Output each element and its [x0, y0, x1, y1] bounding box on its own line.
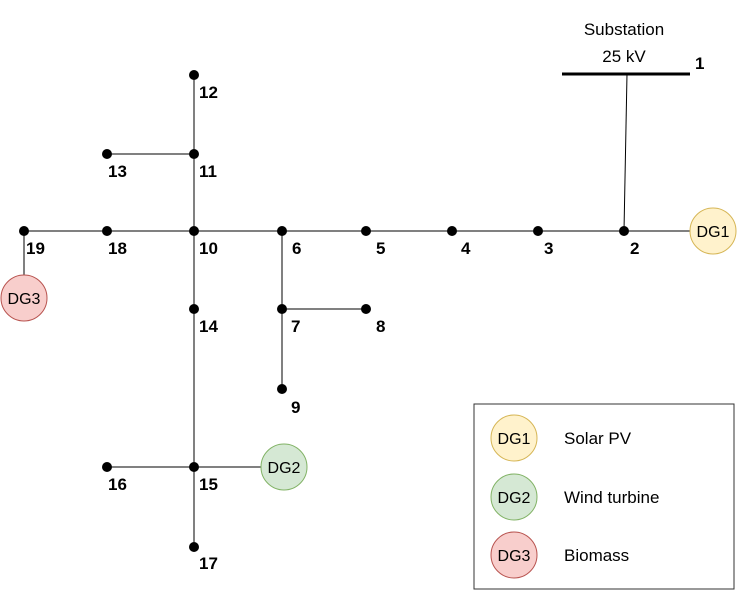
bus-node-4	[447, 226, 457, 236]
bus-label-3: 3	[544, 239, 553, 258]
bus-node-6	[277, 226, 287, 236]
bus-node-11	[189, 149, 199, 159]
dg3-generator: DG3	[0, 274, 48, 322]
bus-label-19: 19	[26, 239, 45, 258]
bus-label-7: 7	[291, 317, 300, 336]
dg2-circle	[260, 443, 308, 491]
legend: DG1 Solar PV DG2 Wind turbine DG3 Biomas…	[473, 403, 735, 590]
bus-node-19	[19, 226, 29, 236]
dg1-generator: DG1	[689, 207, 737, 255]
dg3-label: DG3	[8, 291, 41, 308]
legend-dg3-label: DG3	[498, 548, 531, 565]
bus-node-12	[189, 70, 199, 80]
bus-node-5	[361, 226, 371, 236]
bus-label-9: 9	[291, 398, 300, 417]
bus-label-2: 2	[630, 239, 639, 258]
bus-label-12: 12	[199, 83, 218, 102]
legend-dg3-circle	[490, 531, 538, 579]
bus-node-2	[619, 226, 629, 236]
legend-dg2-label: DG2	[498, 490, 531, 507]
bus-node-18	[102, 226, 112, 236]
legend-dg1-text: Solar PV	[564, 429, 632, 448]
bus-node-17	[189, 542, 199, 552]
bus-label-6: 6	[292, 239, 301, 258]
bus-label-8: 8	[376, 317, 385, 336]
bus-label-18: 18	[108, 239, 127, 258]
legend-dg2-circle	[490, 473, 538, 521]
dg3-circle	[0, 274, 48, 322]
bus-label-14: 14	[199, 317, 218, 336]
bus-label-4: 4	[461, 239, 471, 258]
bus-label-17: 17	[199, 554, 218, 573]
legend-dg3-text: Biomass	[564, 546, 629, 565]
bus-node-14	[189, 304, 199, 314]
bus-node-10	[189, 226, 199, 236]
line-1-2	[623, 73, 628, 232]
legend-dg2-text: Wind turbine	[564, 488, 659, 507]
bus-label-15: 15	[199, 475, 218, 494]
dg2-label: DG2	[268, 460, 301, 477]
bus-label-5: 5	[376, 239, 385, 258]
bus-node-3	[533, 226, 543, 236]
dg2-generator: DG2	[260, 443, 308, 491]
bus-node-8	[361, 304, 371, 314]
bus-label-10: 10	[199, 239, 218, 258]
substation-label-line2: 25 kV	[602, 47, 646, 66]
bus-node-15	[189, 462, 199, 472]
bus-node-9	[277, 384, 287, 394]
dg1-circle	[689, 207, 737, 255]
legend-dg1-label: DG1	[498, 431, 531, 448]
bus-label-11: 11	[199, 162, 217, 181]
bus-node-16	[102, 462, 112, 472]
bus-nodes	[19, 70, 629, 552]
bus-label-1: 1	[695, 54, 704, 73]
bus-node-13	[102, 149, 112, 159]
legend-dg1-circle	[490, 414, 538, 462]
dg1-label: DG1	[697, 224, 730, 241]
substation-label-line1: Substation	[584, 20, 664, 39]
bus-label-16: 16	[108, 475, 127, 494]
bus-label-13: 13	[108, 162, 127, 181]
bus-labels: 1 2 3 4 5 6 7 8 9 10 11 12 13 14 15 16 1…	[26, 54, 704, 573]
bus-node-7	[277, 304, 287, 314]
